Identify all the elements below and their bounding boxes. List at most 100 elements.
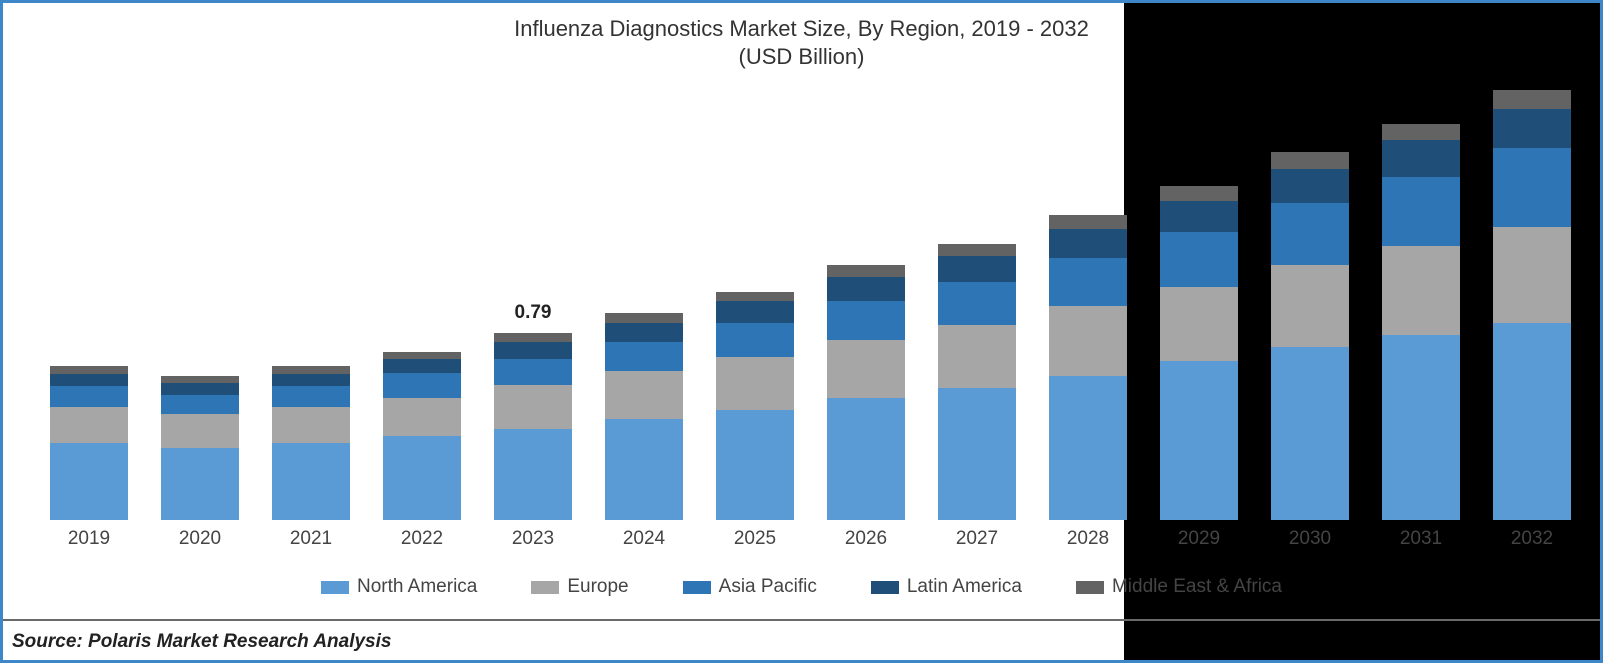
plot-area: 0.79 [30, 90, 1573, 520]
bar-seg [938, 256, 1016, 282]
legend-item: Middle East & Africa [1076, 576, 1282, 598]
bar-seg [494, 429, 572, 520]
bar-seg [494, 385, 572, 428]
bar-seg [494, 342, 572, 359]
bar-seg [50, 374, 128, 386]
bar-seg [494, 333, 572, 343]
bar-2020 [161, 376, 239, 520]
legend-swatch [1076, 581, 1104, 594]
bar-seg [1382, 335, 1460, 520]
bar-2027 [938, 244, 1016, 520]
bar-seg [272, 386, 350, 408]
x-tick-label: 2025 [716, 528, 794, 550]
chart-title-line1: Influenza Diagnostics Market Size, By Re… [0, 16, 1603, 42]
bar-2025 [716, 292, 794, 520]
bar-seg [1160, 287, 1238, 361]
bar-seg [605, 371, 683, 419]
bar-seg [1160, 361, 1238, 520]
bar-seg [494, 359, 572, 385]
x-tick-label: 2027 [938, 528, 1016, 550]
legend-label: Europe [567, 576, 628, 598]
bar-seg [1382, 246, 1460, 335]
bar-seg [383, 373, 461, 397]
x-tick-label: 2032 [1493, 528, 1571, 550]
bar-seg [1160, 232, 1238, 287]
source-divider [3, 619, 1600, 621]
x-tick-label: 2022 [383, 528, 461, 550]
bar-seg [1049, 376, 1127, 520]
legend-swatch [531, 581, 559, 594]
bar-2028 [1049, 215, 1127, 520]
bar-seg [161, 383, 239, 395]
bar-seg [383, 352, 461, 359]
bar-seg [50, 407, 128, 443]
legend-item: Asia Pacific [683, 576, 817, 598]
bar-seg [272, 443, 350, 520]
bar-seg [1493, 148, 1571, 227]
bar-seg [827, 265, 905, 277]
bar-seg [50, 386, 128, 408]
bar-seg [1160, 186, 1238, 200]
bar-seg [161, 395, 239, 414]
bar-seg [1493, 227, 1571, 323]
bar-seg [272, 374, 350, 386]
x-tick-label: 2020 [161, 528, 239, 550]
bar-seg [1493, 109, 1571, 147]
bar-2021 [272, 366, 350, 520]
legend-swatch [683, 581, 711, 594]
x-tick-label: 2029 [1160, 528, 1238, 550]
bar-2023 [494, 333, 572, 520]
bar-2029 [1160, 186, 1238, 520]
x-tick-label: 2019 [50, 528, 128, 550]
legend-item: Latin America [871, 576, 1022, 598]
bar-seg [161, 448, 239, 520]
bar-seg [716, 357, 794, 410]
legend-swatch [871, 581, 899, 594]
x-tick-label: 2023 [494, 528, 572, 550]
bar-seg [827, 277, 905, 301]
bar-seg [1382, 177, 1460, 247]
bar-seg [716, 292, 794, 302]
bar-seg [827, 398, 905, 521]
bar-2032 [1493, 90, 1571, 520]
x-axis-labels: 2019202020212022202320242025202620272028… [30, 528, 1573, 556]
bar-seg [50, 443, 128, 520]
bar-2024 [605, 313, 683, 520]
bar-seg [1271, 347, 1349, 520]
bar-seg [938, 282, 1016, 325]
bar-seg [1271, 265, 1349, 347]
bar-seg [161, 376, 239, 383]
bar-seg [1049, 258, 1127, 306]
bar-seg [1049, 306, 1127, 376]
bar-seg [827, 301, 905, 339]
bar-seg [1271, 203, 1349, 265]
legend-item: Europe [531, 576, 628, 598]
legend-label: Asia Pacific [719, 576, 817, 598]
legend-label: North America [357, 576, 477, 598]
x-tick-label: 2024 [605, 528, 683, 550]
bar-seg [938, 388, 1016, 520]
x-tick-label: 2026 [827, 528, 905, 550]
bar-seg [605, 342, 683, 371]
bar-seg [605, 419, 683, 520]
bar-seg [1493, 323, 1571, 520]
bar-seg [1493, 90, 1571, 109]
bar-seg [1271, 169, 1349, 203]
bar-seg [605, 323, 683, 342]
chart-title-line2: (USD Billion) [0, 44, 1603, 70]
bar-2019 [50, 366, 128, 520]
bar-seg [1382, 124, 1460, 141]
source-attribution: Source: Polaris Market Research Analysis [12, 631, 391, 653]
bar-seg [383, 436, 461, 520]
bar-seg [272, 366, 350, 373]
bar-seg [1160, 201, 1238, 232]
bar-seg [383, 359, 461, 373]
bar-seg [938, 325, 1016, 387]
bar-seg [716, 410, 794, 521]
x-tick-label: 2028 [1049, 528, 1127, 550]
legend-label: Middle East & Africa [1112, 576, 1282, 598]
bar-2030 [1271, 152, 1349, 520]
bar-2022 [383, 352, 461, 520]
bar-seg [1049, 215, 1127, 229]
bar-seg [938, 244, 1016, 256]
